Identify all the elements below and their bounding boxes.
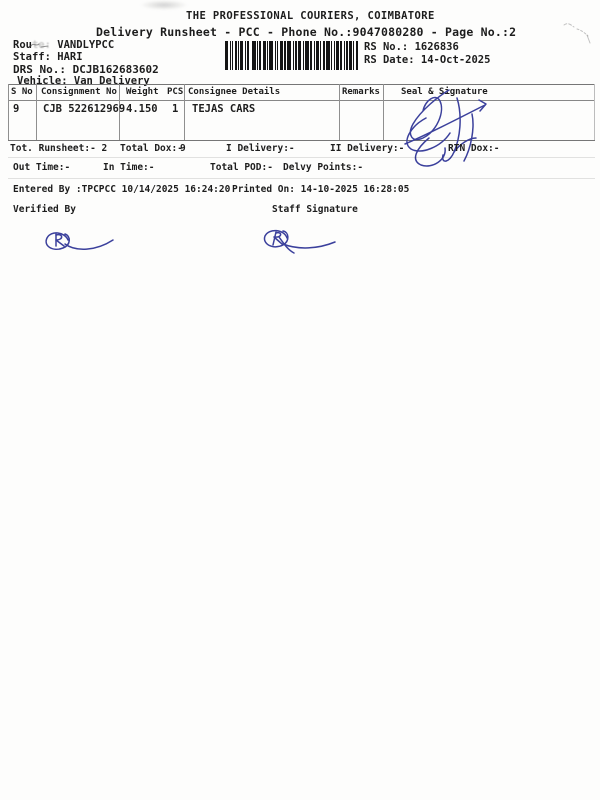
out-time: Out Time:- — [13, 162, 71, 173]
rtn-dox: RTN Dox:- — [448, 143, 500, 154]
row-pcs: 1 — [172, 103, 179, 115]
table-vline-left — [8, 84, 9, 140]
route-value: VANDLYPCC — [50, 39, 115, 51]
col-header-consignee: Consignee Details — [188, 87, 281, 97]
seal-signature — [404, 89, 487, 167]
row-weight: 4.150 — [126, 103, 158, 115]
in-time: In Time:- — [103, 162, 155, 173]
pencil-mark — [563, 23, 591, 44]
divider-faint-1 — [8, 157, 595, 158]
drs-no-line: DRS No.: DCJB162683602 — [13, 63, 159, 76]
col-header-remarks: Remarks — [342, 87, 380, 97]
total-pod: Total POD:- — [210, 162, 273, 173]
route-smudge-scribble — [30, 43, 49, 48]
vehicle-line: Vehicle: Van Delivery — [17, 75, 150, 87]
verified-by-signature — [45, 232, 114, 250]
ii-delivery: II Delivery:- — [330, 143, 405, 154]
total-runsheet: Tot. Runsheet:- 2 — [10, 143, 108, 154]
table-vline-4 — [339, 84, 340, 140]
table-bottom-border — [8, 140, 595, 141]
row-consignment-no: CJB 522612969 — [43, 103, 126, 115]
total-dox-label: Total Dox:- — [120, 143, 183, 154]
staff-signature-mark — [263, 229, 336, 254]
route-smudged-part: te: — [31, 39, 51, 51]
table-vline-1 — [36, 84, 37, 140]
rs-date: RS Date: 14-Oct-2025 — [364, 54, 491, 66]
total-dox-value: 9 — [180, 143, 186, 154]
route-prefix: Rou — [13, 39, 32, 51]
route-line: Route: VANDLYPCC — [13, 40, 114, 51]
entered-by: Entered By :TPCPCC 10/14/2025 16:24:20 — [13, 184, 231, 195]
table-vline-2 — [119, 84, 120, 140]
table-top-border — [8, 84, 595, 85]
scan-smudge — [140, 0, 188, 10]
table-vline-right — [594, 84, 595, 140]
staff-line: Staff: HARI — [13, 51, 83, 63]
staff-signature-label: Staff Signature — [272, 204, 358, 215]
row-consignee: TEJAS CARS — [192, 103, 256, 115]
table-vline-5 — [383, 84, 384, 140]
runsheet-barcode — [225, 41, 358, 70]
col-header-pcs: PCS — [167, 87, 184, 97]
i-delivery: I Delivery:- — [226, 143, 295, 154]
table-header-border — [8, 100, 595, 101]
verified-by-label: Verified By — [13, 204, 76, 215]
divider-faint-2 — [8, 178, 595, 179]
col-header-weight: Weight — [126, 87, 159, 97]
table-vline-3 — [184, 84, 185, 140]
rs-no: RS No.: 1626836 — [364, 41, 459, 53]
document-subtitle: Delivery Runsheet - PCC - Phone No.:9047… — [96, 25, 517, 39]
row-sno: 9 — [13, 103, 20, 115]
col-header-seal: Seal & Signature — [401, 87, 488, 97]
printed-on: Printed On: 14-10-2025 16:28:05 — [232, 184, 410, 195]
company-title: THE PROFESSIONAL COURIERS, COIMBATORE — [186, 10, 435, 22]
delvy-points: Delvy Points:- — [283, 162, 364, 173]
col-header-consignment: Consignment No — [41, 87, 117, 97]
col-header-sno: S No — [11, 87, 33, 97]
